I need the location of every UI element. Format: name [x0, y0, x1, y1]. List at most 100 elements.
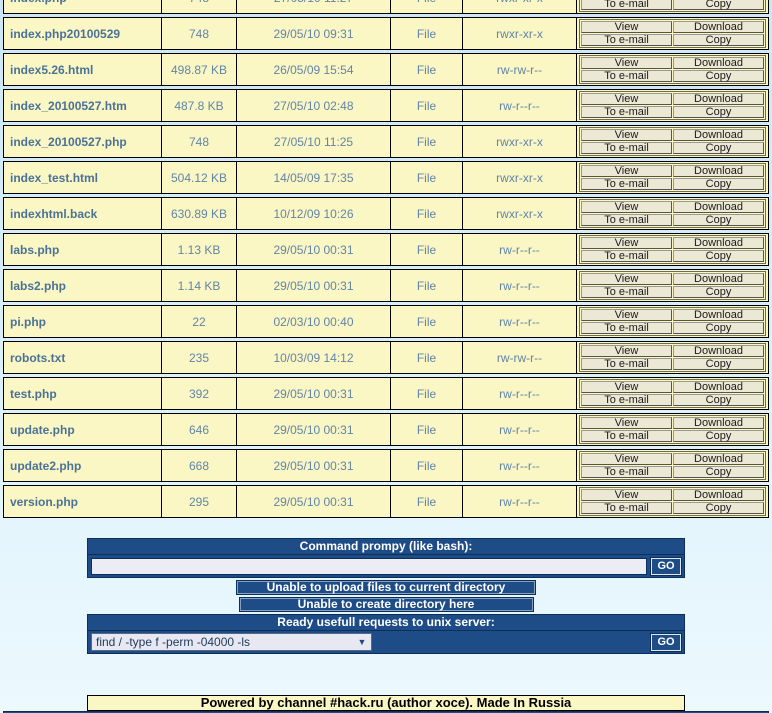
download-button[interactable]: Download [673, 165, 764, 177]
powered-by-footer: Powered by channel #hack.ru (author xoce… [87, 695, 685, 711]
unix-requests-go-button[interactable]: GO [651, 633, 681, 651]
download-button[interactable]: Download [673, 201, 764, 213]
to-email-button[interactable]: To e-mail [581, 214, 672, 226]
file-name-link[interactable]: index.php [4, 0, 161, 13]
view-button[interactable]: View [581, 93, 672, 105]
copy-button[interactable]: Copy [673, 142, 764, 154]
file-name-link[interactable]: index_20100527.htm [10, 98, 127, 113]
to-email-button[interactable]: To e-mail [581, 502, 672, 514]
file-name-link[interactable]: index.php20100529 [10, 26, 121, 41]
unix-requests-section: Ready usefull requests to unix server: f… [87, 614, 685, 654]
file-date: 27/05/10 02:48 [236, 90, 390, 121]
copy-button[interactable]: Copy [673, 214, 764, 226]
view-button[interactable]: View [581, 453, 672, 465]
view-button[interactable]: View [581, 201, 672, 213]
file-name-link[interactable]: labs.php [10, 242, 60, 257]
copy-button[interactable]: Copy [673, 250, 764, 262]
file-name-link[interactable]: update2.php [10, 458, 82, 473]
copy-button[interactable]: Copy [673, 0, 764, 10]
view-button[interactable]: View [581, 129, 672, 141]
to-email-button[interactable]: To e-mail [581, 0, 672, 10]
file-name-link[interactable]: pi.php [10, 314, 46, 329]
file-action-button-group: View Download To e-mail Copy [579, 415, 766, 444]
copy-button[interactable]: Copy [673, 286, 764, 298]
file-action-button-group: View Download To e-mail Copy [579, 343, 766, 372]
view-button[interactable]: View [581, 381, 672, 393]
file-date: 29/05/10 00:31 [236, 234, 390, 265]
file-permissions: rw-rw-r-- [462, 342, 576, 373]
file-size: 295 [161, 486, 236, 517]
copy-button[interactable]: Copy [673, 70, 764, 82]
command-go-button[interactable]: GO [651, 557, 681, 575]
copy-button[interactable]: Copy [673, 322, 764, 334]
file-actions-cell: View Download To e-mail Copy [576, 270, 768, 301]
download-button[interactable]: Download [673, 489, 764, 501]
table-row: labs.php 1.13 KB 29/05/10 00:31 File rw-… [3, 233, 769, 266]
file-type: File [390, 90, 462, 121]
view-button[interactable]: View [581, 21, 672, 33]
file-type: File [390, 342, 462, 373]
file-action-button-group: View Download To e-mail Copy [579, 307, 766, 336]
file-type: File [390, 18, 462, 49]
file-actions-cell: View Download To e-mail Copy [576, 162, 768, 193]
download-button[interactable]: Download [673, 129, 764, 141]
to-email-button[interactable]: To e-mail [581, 466, 672, 478]
copy-button[interactable]: Copy [673, 430, 764, 442]
download-button[interactable]: Download [673, 57, 764, 69]
view-button[interactable]: View [581, 165, 672, 177]
file-action-button-group: View Download To e-mail Copy [579, 487, 766, 516]
to-email-button[interactable]: To e-mail [581, 106, 672, 118]
download-button[interactable]: Download [673, 93, 764, 105]
to-email-button[interactable]: To e-mail [581, 322, 672, 334]
to-email-button[interactable]: To e-mail [581, 34, 672, 46]
file-name-link[interactable]: index_20100527.php [10, 134, 127, 149]
file-permissions: rw-r--r-- [462, 486, 576, 517]
download-button[interactable]: Download [673, 453, 764, 465]
file-type: File [390, 54, 462, 85]
download-button[interactable]: Download [673, 273, 764, 285]
unix-requests-select[interactable]: find / -type f -perm -04000 -ls ▼ [91, 633, 372, 651]
view-button[interactable]: View [581, 57, 672, 69]
view-button[interactable]: View [581, 309, 672, 321]
view-button[interactable]: View [581, 273, 672, 285]
download-button[interactable]: Download [673, 381, 764, 393]
download-button[interactable]: Download [673, 345, 764, 357]
to-email-button[interactable]: To e-mail [581, 70, 672, 82]
file-name-link[interactable]: update.php [10, 422, 75, 437]
file-actions-cell: View Download To e-mail Copy [576, 450, 768, 481]
file-name-link[interactable]: robots.txt [10, 350, 66, 365]
copy-button[interactable]: Copy [673, 466, 764, 478]
command-input[interactable] [91, 557, 647, 575]
to-email-button[interactable]: To e-mail [581, 178, 672, 190]
view-button[interactable]: View [581, 489, 672, 501]
to-email-button[interactable]: To e-mail [581, 430, 672, 442]
to-email-button[interactable]: To e-mail [581, 142, 672, 154]
file-name-link[interactable]: version.php [10, 494, 79, 509]
file-type: File [390, 0, 462, 13]
download-button[interactable]: Download [673, 417, 764, 429]
file-name-link[interactable]: labs2.php [10, 278, 67, 293]
to-email-button[interactable]: To e-mail [581, 358, 672, 370]
file-name-link[interactable]: index_test.html [10, 170, 99, 185]
view-button[interactable]: View [581, 237, 672, 249]
download-button[interactable]: Download [673, 21, 764, 33]
to-email-button[interactable]: To e-mail [581, 394, 672, 406]
copy-button[interactable]: Copy [673, 502, 764, 514]
copy-button[interactable]: Copy [673, 106, 764, 118]
table-row: index_20100527.php 748 27/05/10 11:25 Fi… [3, 125, 769, 158]
view-button[interactable]: View [581, 417, 672, 429]
copy-button[interactable]: Copy [673, 358, 764, 370]
table-row: index.php20100529 748 29/05/10 09:31 Fil… [3, 17, 769, 50]
command-prompt-title: Command prompy (like bash): [87, 538, 685, 555]
to-email-button[interactable]: To e-mail [581, 286, 672, 298]
view-button[interactable]: View [581, 345, 672, 357]
file-name-link[interactable]: test.php [10, 386, 57, 401]
file-name-link[interactable]: indexhtml.back [10, 206, 98, 221]
to-email-button[interactable]: To e-mail [581, 250, 672, 262]
copy-button[interactable]: Copy [673, 34, 764, 46]
copy-button[interactable]: Copy [673, 178, 764, 190]
download-button[interactable]: Download [673, 309, 764, 321]
download-button[interactable]: Download [673, 237, 764, 249]
copy-button[interactable]: Copy [673, 394, 764, 406]
file-name-link[interactable]: index5.26.html [10, 62, 94, 77]
